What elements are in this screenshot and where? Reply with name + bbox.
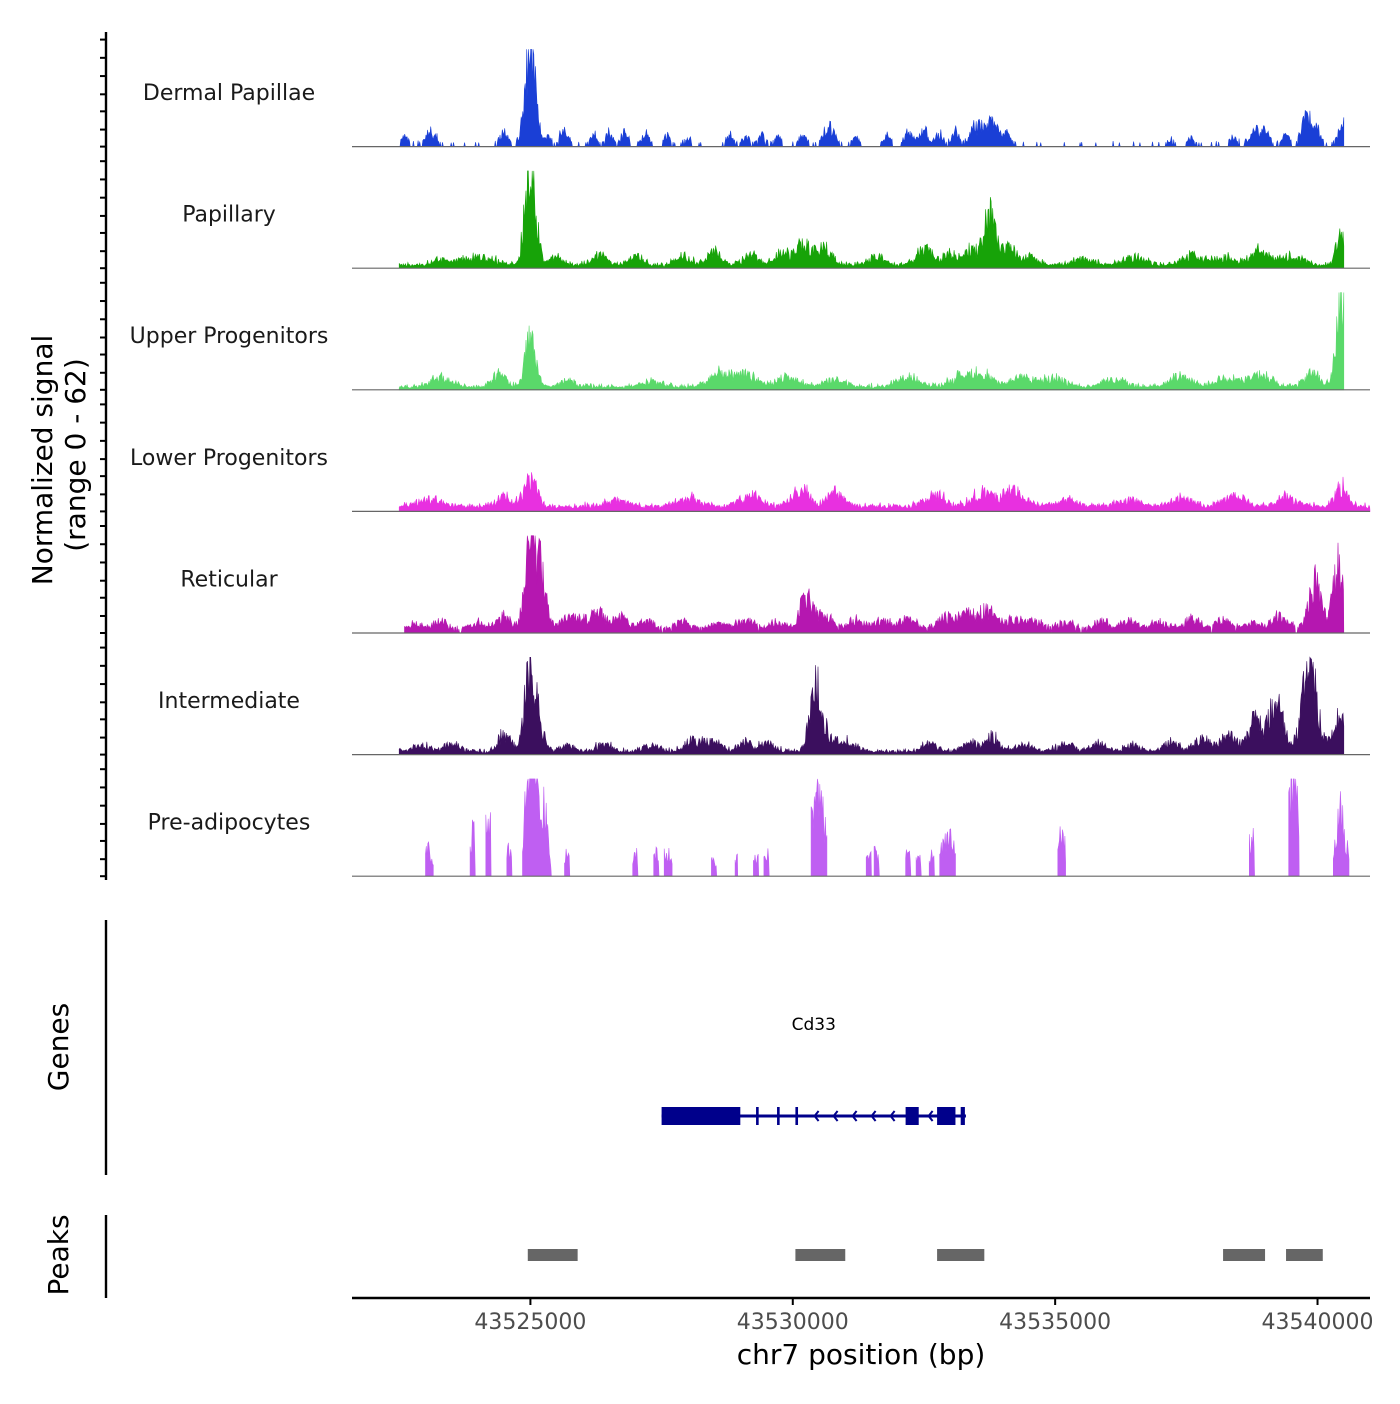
gene-exon: [937, 1107, 956, 1125]
signal-y-axis: [100, 32, 108, 880]
genes-panel: Genes Cd33: [42, 920, 966, 1175]
track-pre-adipocytes: Pre-adipocytes: [148, 778, 1370, 877]
peaks-panel-title: Peaks: [42, 1214, 75, 1295]
gene-exon: [777, 1107, 780, 1125]
peak-region: [1223, 1249, 1266, 1261]
track-label: Reticular: [180, 567, 278, 592]
gene-name-label: Cd33: [792, 1015, 836, 1035]
peak-region: [795, 1249, 846, 1261]
track-label: Upper Progenitors: [130, 324, 329, 349]
x-axis-tick-label: 43525000: [474, 1310, 586, 1335]
x-axis-tick-label: 43535000: [999, 1310, 1111, 1335]
genes-panel-title: Genes: [42, 1003, 75, 1091]
gene-exon: [795, 1107, 799, 1125]
y-axis-title-line2: (range 0 - 62): [59, 358, 92, 552]
track-dermal-papillae: Dermal Papillae: [143, 49, 1370, 148]
gene-strand-arrow: [813, 1110, 820, 1122]
track-lower-progenitors: Lower Progenitors: [130, 446, 1371, 512]
track-signal-area: [425, 778, 1350, 877]
track-label: Pre-adipocytes: [148, 811, 311, 836]
peaks-panel: Peaks: [42, 1214, 1323, 1298]
gene-strand-arrow: [851, 1110, 858, 1122]
gene-strand-arrow: [889, 1110, 896, 1122]
track-signal-area: [404, 535, 1345, 634]
gene-strand-arrow: [927, 1110, 934, 1122]
peak-region: [937, 1249, 985, 1261]
track-upper-progenitors: Upper Progenitors: [130, 292, 1370, 391]
track-label: Papillary: [182, 203, 276, 228]
gene-strand-arrow: [832, 1110, 839, 1122]
track-reticular: Reticular: [180, 535, 1370, 634]
x-axis-title: chr7 position (bp): [737, 1338, 986, 1371]
gene-exon: [661, 1107, 741, 1125]
track-signal-area: [398, 292, 1345, 391]
x-axis-tick-label: 43530000: [737, 1310, 849, 1335]
coverage-tracks: Dermal Papillae Papillary Upper Progenitor…: [130, 49, 1371, 877]
track-signal-area: [398, 472, 1371, 512]
peak-region: [527, 1249, 578, 1261]
gene-exon: [756, 1107, 759, 1125]
track-label: Intermediate: [158, 689, 300, 714]
peak-region: [1286, 1249, 1323, 1261]
gene-cd33: Cd33: [661, 1015, 966, 1125]
gene-exon: [960, 1107, 965, 1125]
track-signal-area: [398, 656, 1345, 755]
track-label: Dermal Papillae: [143, 81, 315, 106]
track-label: Lower Progenitors: [130, 446, 328, 471]
gene-strand-arrow: [870, 1110, 877, 1122]
track-signal-area: [399, 49, 1345, 147]
track-intermediate: Intermediate: [158, 656, 1370, 756]
y-axis-title-line1: Normalized signal: [26, 335, 59, 586]
gene-exon: [905, 1107, 919, 1125]
x-axis-tick-label: 43540000: [1262, 1310, 1374, 1335]
x-axis: 43525000 43530000 43535000 43540000: [352, 1296, 1374, 1335]
track-papillary: Papillary: [182, 170, 1370, 269]
track-signal-area: [398, 170, 1345, 269]
